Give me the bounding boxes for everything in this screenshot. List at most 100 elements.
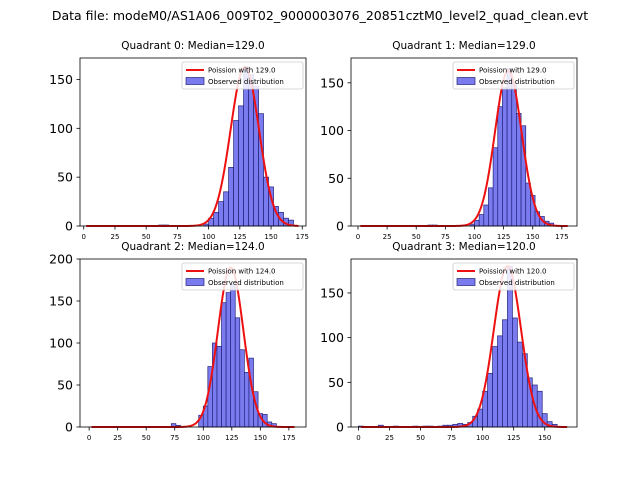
legend-box — [452, 262, 575, 291]
x-tick-label: 175 — [555, 233, 568, 241]
histogram-bar — [483, 204, 489, 227]
panel-title: Quadrant 0: Median=129.0 — [121, 40, 264, 52]
x-tick-label: 175 — [282, 434, 295, 442]
legend-label: Observed distribution — [479, 78, 555, 86]
histogram-bar — [213, 211, 219, 227]
legend-label: Poission with 124.0 — [208, 268, 276, 276]
histogram-bar — [223, 191, 229, 227]
y-tick-label: 150 — [49, 72, 73, 87]
y-tick-label: 150 — [320, 75, 344, 90]
legend-bar-swatch — [185, 278, 205, 286]
y-tick-label: 50 — [328, 171, 344, 186]
quadrant-2-panel: Quadrant 2: Median=124.0 0 25 50 75 100 125 150… — [49, 241, 307, 442]
y-tick-label: 50 — [328, 375, 344, 390]
x-tick-label: 150 — [264, 233, 277, 241]
x-tick-label: 25 — [383, 233, 392, 241]
legend-bar-swatch — [456, 278, 476, 286]
histogram-bar — [536, 390, 543, 428]
x-tick-label: 75 — [173, 233, 182, 241]
legend-box — [181, 262, 304, 291]
legend-bar-swatch — [185, 77, 205, 85]
y-tick-label: 100 — [320, 123, 344, 138]
histogram-bar — [511, 82, 517, 227]
histogram-bar — [502, 319, 508, 428]
legend-label: Poission with 129.0 — [208, 67, 276, 75]
figure-suptitle: Data file: modeM0/AS1A06_009T02_90000030… — [52, 8, 588, 23]
y-tick-label: 50 — [57, 378, 73, 393]
x-tick-label: 75 — [441, 233, 450, 241]
y-tick-label: 0 — [65, 420, 73, 435]
legend-label: Observed distribution — [479, 279, 555, 287]
histogram-bar — [221, 302, 227, 428]
histogram-bar — [506, 68, 513, 227]
x-tick-label: 75 — [170, 434, 179, 442]
x-tick-label: 0 — [356, 434, 360, 442]
histogram-bar — [497, 335, 503, 428]
panel-title: Quadrant 3: Median=120.0 — [392, 241, 535, 253]
histogram-bar — [512, 317, 518, 428]
histogram-bar — [517, 341, 523, 428]
legend-label: Observed distribution — [208, 279, 284, 287]
histogram-bar — [478, 214, 485, 227]
y-tick-label: 100 — [320, 330, 344, 345]
histogram-bar — [474, 219, 480, 227]
panel-title: Quadrant 2: Median=124.0 — [121, 241, 264, 253]
histogram-bar — [492, 147, 499, 227]
histogram-bar — [502, 87, 508, 227]
histogram-bar — [525, 182, 531, 227]
y-tick-label: 100 — [49, 336, 73, 351]
x-tick-label: 50 — [412, 233, 421, 241]
histogram-bar — [218, 201, 224, 227]
x-tick-label: 0 — [87, 434, 91, 442]
legend-label: Poission with 120.0 — [479, 268, 547, 276]
histogram-bar — [488, 187, 494, 227]
legend-label: Poission with 129.0 — [479, 67, 547, 75]
axes-frame — [350, 57, 578, 227]
x-tick-label: 100 — [197, 434, 210, 442]
x-tick-label: 125 — [225, 434, 238, 442]
y-tick-label: 0 — [65, 219, 73, 234]
poisson-curve — [91, 266, 295, 428]
histogram-bar — [233, 120, 239, 227]
x-tick-label: 50 — [416, 434, 425, 442]
y-tick-label: 100 — [49, 121, 73, 136]
quadrant-3-panel: Quadrant 3: Median=120.0 0 25 50 75 100 125 150… — [320, 241, 578, 442]
x-tick-label: 50 — [142, 434, 151, 442]
quadrant-0-panel: Quadrant 0: Median=129.0 0 25 50 75 100 125 150… — [49, 40, 309, 241]
histogram-bar — [243, 66, 249, 227]
histogram-bar — [244, 372, 250, 428]
axes-frame — [79, 57, 307, 227]
histogram-bar — [234, 317, 241, 428]
x-tick-label: 75 — [447, 434, 456, 442]
histogram-bar — [487, 373, 493, 428]
y-tick-label: 0 — [336, 420, 344, 435]
x-tick-label: 0 — [82, 233, 86, 241]
x-tick-label: 100 — [476, 434, 489, 442]
x-tick-label: 150 — [254, 434, 267, 442]
y-tick-label: 200 — [49, 252, 73, 267]
x-tick-label: 25 — [113, 434, 122, 442]
quadrant-1-panel: Quadrant 1: Median=129.0 0 25 50 75 100 125 150… — [320, 40, 578, 241]
histogram-bar — [228, 167, 234, 227]
legend-bar-swatch — [456, 77, 476, 85]
histogram-bar — [238, 105, 244, 227]
x-tick-label: 100 — [468, 233, 481, 241]
x-tick-label: 25 — [385, 434, 394, 442]
x-tick-label: 50 — [142, 233, 151, 241]
histogram-bar — [497, 106, 503, 227]
legend-box — [452, 61, 575, 90]
panel-title: Quadrant 1: Median=129.0 — [392, 40, 535, 52]
histogram-bar — [248, 74, 254, 227]
x-tick-label: 125 — [507, 434, 520, 442]
y-tick-label: 0 — [336, 219, 344, 234]
poisson-curve — [360, 69, 568, 227]
histogram-bar — [230, 283, 236, 428]
x-tick-label: 0 — [356, 233, 360, 241]
legend-label: Observed distribution — [208, 78, 284, 86]
y-tick-label: 50 — [57, 170, 73, 185]
histogram-bar — [216, 346, 222, 428]
axes-frame — [350, 258, 578, 428]
x-tick-label: 150 — [526, 233, 539, 241]
x-tick-label: 175 — [296, 233, 309, 241]
